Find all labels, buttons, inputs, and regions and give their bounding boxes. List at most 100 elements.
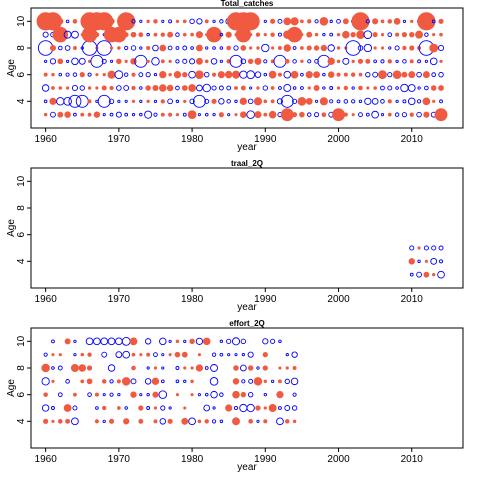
bubble-point xyxy=(160,32,166,37)
bubble-point xyxy=(188,417,196,426)
bubble-point xyxy=(268,110,277,119)
bubble-point xyxy=(380,113,385,117)
bubble-point xyxy=(292,86,297,90)
bubble-point xyxy=(175,393,180,397)
bubble-point xyxy=(430,257,438,265)
bubble-point xyxy=(161,353,165,357)
bubble-point xyxy=(387,99,392,104)
bubble-point xyxy=(80,112,85,117)
bubble-point xyxy=(357,45,364,51)
bubble-point xyxy=(219,392,224,397)
bubble-point xyxy=(234,86,238,90)
bubble-point xyxy=(424,32,429,37)
bubble-point xyxy=(72,46,77,50)
bubble-point xyxy=(371,110,379,119)
bubble-point xyxy=(254,111,262,119)
bubble-point xyxy=(263,393,267,397)
bubble-point xyxy=(78,57,86,65)
bubble-point xyxy=(240,338,247,345)
bubble-point xyxy=(159,84,167,92)
bubble-point xyxy=(314,32,319,37)
bubble-point xyxy=(80,379,85,384)
bubble-point xyxy=(210,58,218,65)
bubble-point xyxy=(73,112,77,117)
bubble-point xyxy=(387,32,393,37)
bubble-point xyxy=(195,364,204,372)
bubble-point xyxy=(168,72,172,77)
bubble-point xyxy=(239,364,247,372)
bubble-point xyxy=(248,378,254,384)
panel-total-catches: Total_catches 1960 1970 1980 1990 2000 2010 4 6 8… xyxy=(6,0,464,153)
bubble-point xyxy=(65,72,70,77)
bubble-point xyxy=(131,72,136,77)
plot-frame xyxy=(30,7,464,129)
bubble-point xyxy=(262,365,268,371)
bubble-point xyxy=(139,112,143,117)
bubble-point xyxy=(195,70,204,79)
bubble-point xyxy=(195,31,203,39)
bubble-point xyxy=(277,18,283,24)
bubble-point xyxy=(256,86,260,90)
bubble-point xyxy=(278,379,282,384)
bubble-point xyxy=(108,18,115,25)
bubble-point xyxy=(408,71,416,79)
bubble-point xyxy=(290,70,299,79)
bubble-point xyxy=(307,19,312,24)
bubble-point xyxy=(190,366,194,370)
bubble-point xyxy=(63,97,72,106)
x-axis-label: year xyxy=(237,142,257,153)
bubble-point xyxy=(233,405,239,411)
bubble-point xyxy=(234,99,238,104)
bubble-point xyxy=(204,392,209,397)
bubble-point xyxy=(407,84,416,92)
bubble-point xyxy=(43,418,49,424)
bubble-point xyxy=(226,85,232,91)
bubble-point xyxy=(263,112,268,117)
bubble-point xyxy=(43,112,48,117)
bubble-point xyxy=(95,86,99,90)
bubble-point xyxy=(342,18,349,25)
bubble-point xyxy=(285,353,289,357)
bubble-point xyxy=(115,351,123,359)
panel-traal-2q: traal_2Q 1960 1970 1980 1990 2000 2010 4 6 8 10 yea… xyxy=(6,159,464,313)
bubble-point xyxy=(356,30,365,39)
bubble-point xyxy=(332,108,345,122)
bubble-point xyxy=(408,258,415,265)
bubble-point xyxy=(336,99,341,104)
bubble-point xyxy=(109,85,114,91)
y-tick-label: 4 xyxy=(16,98,27,104)
bubble-point xyxy=(187,110,197,120)
bubble-point xyxy=(232,378,240,385)
x-tick-label: 2010 xyxy=(401,294,424,305)
bubble-point xyxy=(343,72,348,77)
bubble-point xyxy=(87,352,92,357)
bubble-point xyxy=(241,353,245,357)
bubble-point xyxy=(416,111,422,118)
bubble-point xyxy=(175,46,180,50)
bubble-point xyxy=(211,352,217,357)
bubble-point xyxy=(320,44,328,52)
bubble-point xyxy=(290,377,299,386)
bubble-point xyxy=(85,337,94,346)
bubble-point xyxy=(116,58,122,65)
panel-title: effort_2Q xyxy=(229,319,265,328)
bubble-point xyxy=(101,58,107,64)
bubble-point xyxy=(102,73,106,77)
bubble-point xyxy=(68,94,82,108)
bubble-point xyxy=(71,57,79,66)
bubble-point xyxy=(373,59,377,64)
bubble-point xyxy=(130,45,137,51)
bubble-point xyxy=(233,365,239,371)
bubble-point xyxy=(161,366,165,370)
bubble-point xyxy=(365,112,370,117)
bubble-point xyxy=(87,392,92,397)
bubble-point xyxy=(263,72,268,77)
bubble-point xyxy=(160,99,165,104)
bubble-point xyxy=(380,85,385,91)
bubble-point xyxy=(197,113,201,117)
bubble-point xyxy=(87,72,92,77)
bubble-point xyxy=(49,97,57,105)
bubble-point xyxy=(336,32,341,37)
y-tick-label: 10 xyxy=(16,175,27,187)
bubble-point xyxy=(429,43,439,53)
